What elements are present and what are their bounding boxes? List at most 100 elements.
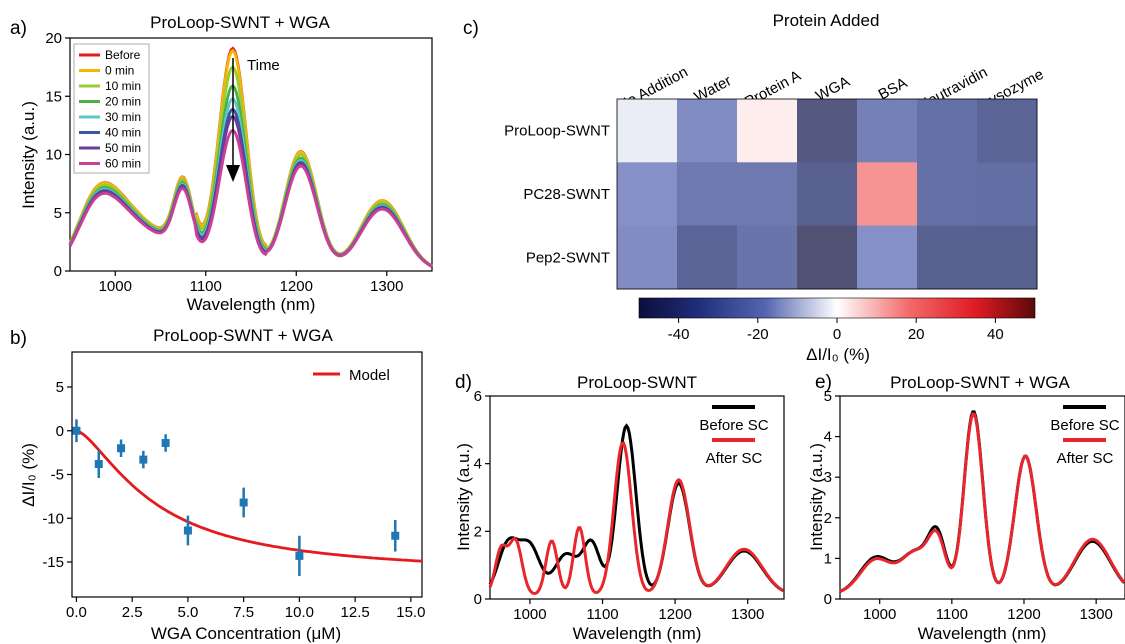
panel-e-ytick-label: 1	[824, 550, 832, 567]
panel-e-label: e)	[815, 372, 832, 393]
panel-b-label: b)	[10, 328, 27, 349]
panel-c-colorbar-tick-label: 40	[987, 326, 1004, 343]
panel-c-heatmap-cell	[857, 99, 918, 163]
panel-e-ytick-label: 0	[824, 591, 832, 608]
panel-c-heatmap-cell	[677, 162, 738, 227]
panel-c-colorbar-label: ΔI/I₀ (%)	[806, 345, 870, 364]
panel-d-ytick-label: 6	[474, 388, 482, 405]
panel-e-legend-before: Before SC	[1050, 417, 1119, 434]
panel-a-title: ProLoop-SWNT + WGA	[150, 13, 330, 32]
panel-b-xtick-label: 5.0	[177, 604, 198, 621]
panel-c: c) Protein Added No Addition Water Protein…	[463, 11, 1046, 364]
panel-c-colorbar-tick-label: -40	[668, 326, 690, 343]
panel-a-legend-entry: 30 min	[105, 110, 141, 124]
panel-c-heatmap-cell	[797, 99, 858, 163]
panel-c-heatmap-cell	[737, 225, 798, 290]
panel-a-time-arrowhead	[226, 165, 240, 182]
panel-a-xlabel: Wavelength (nm)	[187, 295, 316, 314]
panel-c-row-label: ProLoop-SWNT	[504, 123, 610, 140]
panel-c-heatmap-cell	[677, 99, 738, 163]
panel-b-data-point	[72, 426, 81, 435]
panel-b-data-point	[139, 455, 148, 464]
panel-e-plot-frame	[839, 395, 1125, 600]
panel-b-xtick-label: 15.0	[396, 604, 425, 621]
panel-c-row-label: PC28-SWNT	[523, 186, 610, 203]
panel-c-title: Protein Added	[773, 11, 880, 30]
panel-c-heatmap-cell	[977, 225, 1038, 290]
panel-b-ylabel: ΔI/I₀ (%)	[19, 443, 38, 507]
panel-a: a) ProLoop-SWNT + WGA 1000 1100 1200 1300 0 5…	[10, 13, 433, 314]
panel-c-heatmap-cell	[977, 162, 1038, 227]
panel-c-heatmap-cell	[977, 99, 1038, 163]
panel-a-ytick-label: 0	[54, 263, 62, 280]
panel-a-label: a)	[10, 18, 27, 39]
panel-c-heatmap-cell	[617, 225, 678, 290]
panel-b-legend-model: Model	[349, 367, 390, 384]
panel-b-xtick-label: 12.5	[341, 604, 370, 621]
panel-e-xtick-label: 1100	[936, 606, 968, 623]
panel-d-xtick-label: 1200	[658, 606, 691, 623]
panel-c-heatmap-frame	[616, 98, 1038, 290]
panel-c-colorbar-tick-label: 0	[833, 326, 841, 343]
panel-b-data-point	[239, 498, 248, 507]
panel-b-xtick-label: 2.5	[122, 604, 143, 621]
panel-b-data-point	[117, 444, 126, 453]
panel-e-ytick-label: 2	[824, 510, 832, 527]
panel-d-label: d)	[455, 372, 472, 393]
panel-c-heatmap-cell	[737, 99, 798, 163]
panel-c-heatmap-cell	[617, 162, 678, 227]
panel-b-xtick-label: 7.5	[233, 604, 254, 621]
panel-a-xtick-label: 1300	[370, 278, 403, 295]
panel-e-xtick-label: 1000	[863, 606, 896, 623]
panel-a-xtick-label: 1000	[99, 278, 132, 295]
panel-a-legend-entry: 10 min	[105, 79, 141, 93]
panel-a-legend-box	[73, 43, 150, 174]
panel-d-xtick-label: 1000	[513, 606, 546, 623]
panel-e: e) ProLoop-SWNT + WGA 1000 1100 1200 1300 0 1…	[807, 372, 1125, 643]
panel-d-legend-after: After SC	[706, 450, 763, 467]
panel-b-data-point	[295, 551, 304, 560]
panel-a-time-annotation: Time	[247, 57, 280, 74]
panel-b-ytick-label: 5	[56, 379, 64, 396]
panel-d-ytick-label: 2	[474, 523, 482, 540]
panel-d: d) ProLoop-SWNT 1000 1100 1200 1300 0 2 4 6 Bef…	[454, 372, 785, 643]
panel-c-heatmap-cell	[917, 225, 978, 290]
panel-a-xtick-label: 1100	[190, 278, 222, 295]
panel-b-data-point	[94, 460, 103, 468]
panel-a-ylabel: Intensity (a.u.)	[19, 101, 38, 209]
panel-c-colorbar	[638, 297, 1036, 319]
panel-c-colorbar-tick-label: -20	[747, 326, 769, 343]
panel-b: b) ProLoop-SWNT + WGA 0.0 2.5 5.0 7.5 10.0 12…	[10, 326, 425, 643]
panel-b-data-point	[391, 531, 400, 540]
panel-a-ytick-label: 20	[45, 30, 62, 47]
panel-c-heatmap-cell	[677, 225, 738, 290]
panel-a-series-line	[68, 128, 433, 268]
panel-c-heatmap-cell	[857, 225, 918, 290]
panel-c-heatmap-cell	[797, 225, 858, 290]
panel-e-xtick-label: 1300	[1079, 606, 1112, 623]
panel-b-ytick-label: 0	[56, 423, 64, 440]
panel-e-ylabel: Intensity (a.u.)	[807, 443, 826, 551]
panel-a-legend-entry: 20 min	[105, 95, 141, 109]
panel-e-legend-after: After SC	[1057, 450, 1114, 467]
panel-c-row-label: Pep2-SWNT	[526, 249, 610, 266]
panel-c-heatmap-cell	[917, 99, 978, 163]
panel-b-data-point	[183, 526, 192, 535]
panel-e-xtick-label: 1200	[1007, 606, 1040, 623]
panel-a-legend-entry: 60 min	[105, 157, 141, 171]
panel-e-xlabel: Wavelength (nm)	[918, 624, 1047, 643]
panel-a-legend-entry: 50 min	[105, 141, 141, 155]
panel-b-ytick-label: -10	[42, 510, 64, 527]
panel-b-data-point	[161, 439, 170, 447]
panel-b-model-curve	[76, 429, 423, 563]
panel-d-ylabel: Intensity (a.u.)	[454, 443, 473, 551]
panel-d-plot-frame	[489, 395, 785, 600]
panel-b-xlabel: WGA Concentration (μM)	[151, 624, 341, 643]
panel-a-ytick-label: 5	[54, 205, 62, 222]
panel-d-xtick-label: 1300	[731, 606, 764, 623]
panel-b-title: ProLoop-SWNT + WGA	[153, 326, 333, 345]
panel-a-xtick-label: 1200	[280, 278, 313, 295]
panel-c-heatmap-cell	[857, 162, 918, 227]
panel-e-ytick-label: 3	[824, 469, 832, 486]
panel-c-heatmap-cell	[737, 162, 798, 227]
